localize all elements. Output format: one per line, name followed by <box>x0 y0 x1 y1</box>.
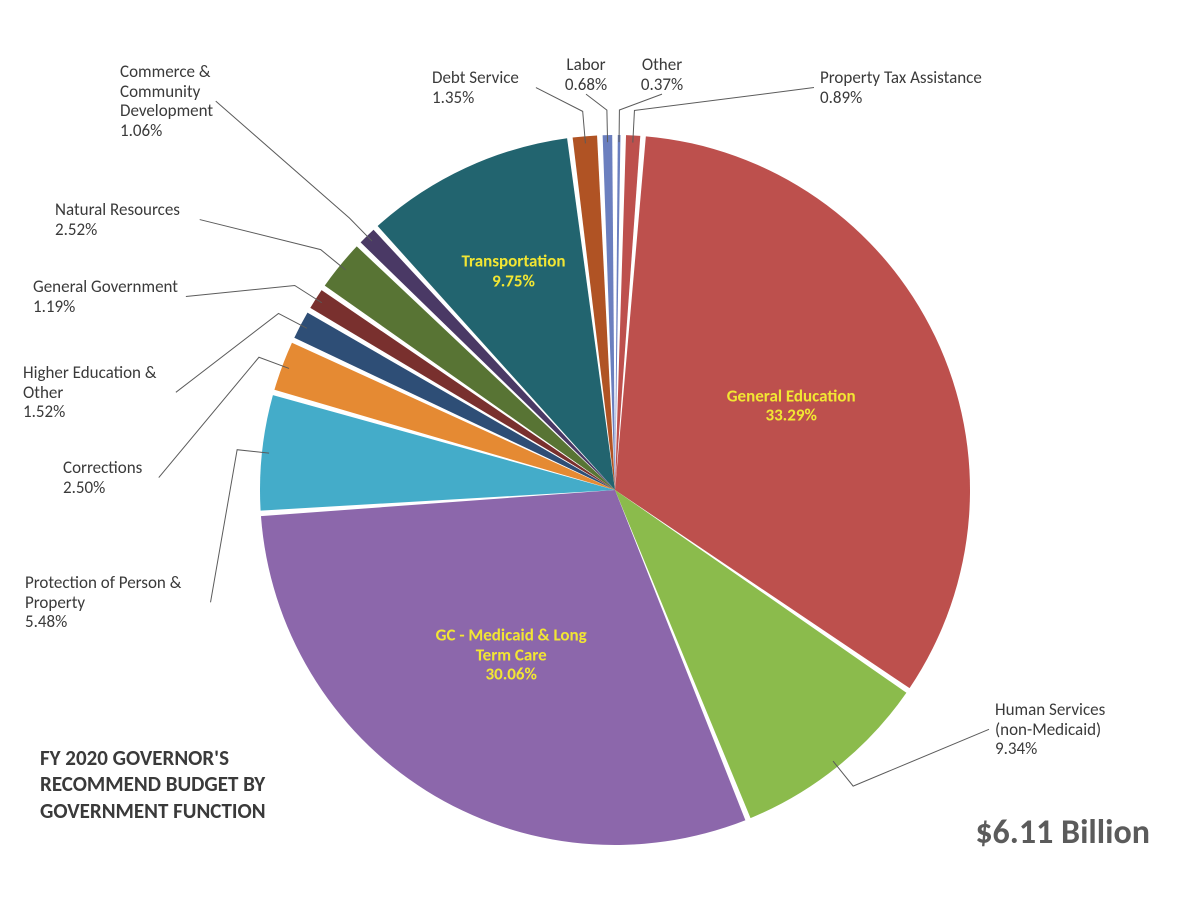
slice-label-internal: General Education 33.29% <box>727 386 856 425</box>
slice-label-external: Other 0.37% <box>641 55 683 94</box>
chart-title: FY 2020 GOVERNOR'S RECOMMEND BUDGET BY G… <box>40 745 266 824</box>
leader-line <box>633 88 814 143</box>
slice-label-external: Higher Education & Other 1.52% <box>23 363 156 422</box>
slice-label-external: Debt Service 1.35% <box>432 68 519 107</box>
leader-line <box>211 450 270 603</box>
slice-label-external: Human Services (non-Medicaid) 9.34% <box>995 700 1105 759</box>
slice-label-external: Corrections 2.50% <box>63 458 142 497</box>
slice-label-external: Protection of Person & Property 5.48% <box>25 573 181 632</box>
leader-line <box>216 101 372 241</box>
leader-line <box>186 285 322 302</box>
slice-label-external: Commerce & Community Development 1.06% <box>120 62 213 140</box>
leader-line <box>536 88 585 144</box>
title-line-2: RECOMMEND BUDGET BY <box>40 771 265 797</box>
slice-label-external: Labor 0.68% <box>565 55 607 94</box>
pie-chart-container: FY 2020 GOVERNOR'S RECOMMEND BUDGET BY G… <box>0 0 1200 903</box>
title-line-3: GOVERNMENT FUNCTION <box>40 798 266 824</box>
title-line-1: FY 2020 GOVERNOR'S <box>40 745 229 771</box>
slice-label-external: Property Tax Assistance 0.89% <box>820 68 982 107</box>
slice-label-external: Natural Resources 2.52% <box>55 200 180 239</box>
leader-line <box>200 220 346 270</box>
slice-label-external: General Government 1.19% <box>33 277 178 316</box>
leader-line <box>586 94 608 142</box>
total-amount: $6.11 Billion <box>975 812 1150 853</box>
slice-label-internal: Transportation 9.75% <box>462 251 566 290</box>
leader-line <box>619 94 662 142</box>
slice-label-internal: GC - Medicaid & Long Term Care 30.06% <box>436 626 587 685</box>
